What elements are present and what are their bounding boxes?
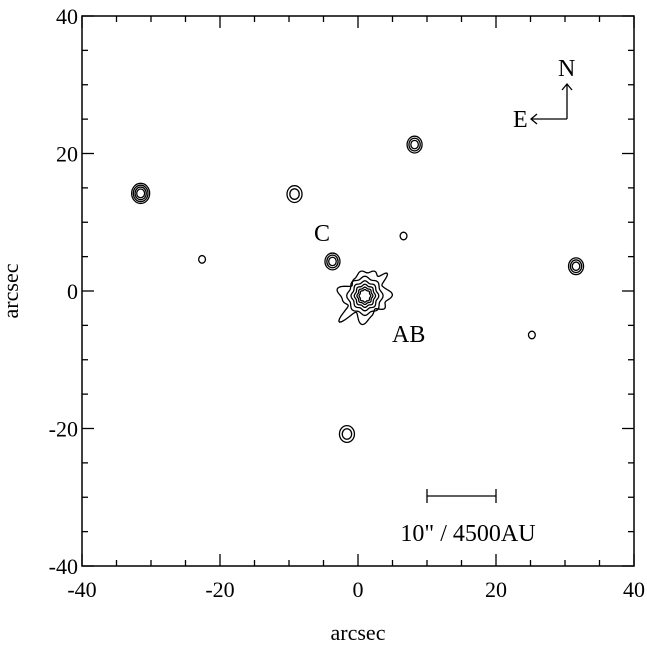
label-ab: AB [392, 322, 425, 348]
contour-level [341, 428, 353, 440]
compass-east-arrowhead [529, 113, 538, 125]
y-tick-label: 40 [56, 4, 78, 29]
compass: N E [513, 56, 575, 133]
contour-level [136, 188, 146, 199]
contour-sources [130, 135, 585, 444]
x-axis-label: arcsec [331, 620, 386, 645]
source-contour [406, 135, 423, 154]
contour-level [358, 288, 372, 303]
source-contour [130, 182, 151, 205]
contour-level [406, 135, 423, 154]
contour-level [350, 280, 380, 312]
contour-level [328, 256, 337, 267]
contour-level [324, 252, 341, 271]
contour-level [569, 259, 583, 274]
contour-level [198, 254, 207, 264]
contour-level [286, 185, 303, 204]
contour-level [410, 139, 419, 150]
source-contour [399, 231, 408, 241]
source-contour [527, 330, 536, 340]
label-c: C [314, 221, 330, 247]
contour-level [338, 424, 356, 444]
source-contour [286, 185, 303, 204]
y-axis-label: arcsec [0, 263, 23, 318]
contour-level [399, 231, 408, 241]
axis-ticks [81, 15, 635, 567]
contour-level [134, 186, 147, 201]
contour-level [326, 254, 339, 269]
source-contour [198, 254, 207, 264]
source-c [324, 252, 341, 271]
source-contour [567, 257, 585, 276]
contour-level [130, 182, 151, 205]
y-tick-label: 20 [56, 142, 78, 167]
x-tick-label: 0 [353, 577, 364, 602]
source-contour [338, 424, 356, 444]
contour-level [336, 270, 394, 326]
plot-frame [81, 15, 635, 567]
contour-level [289, 188, 300, 200]
source-ab [336, 270, 394, 326]
x-tick-label: -40 [67, 577, 96, 602]
compass-north-label: N [558, 56, 575, 82]
y-tick-label: -40 [49, 554, 78, 579]
contour-level [567, 257, 585, 276]
contour-level [527, 330, 536, 340]
tick-labels: -40 -20 0 20 40 -40 -20 0 20 40 [49, 4, 645, 602]
contour-level [353, 283, 377, 309]
y-tick-label: -20 [49, 417, 78, 442]
scale-bar: 10" / 4500AU [400, 489, 536, 547]
scale-bar-label: 10" / 4500AU [400, 521, 535, 547]
contour-level [408, 137, 421, 152]
x-tick-label: -20 [205, 577, 234, 602]
y-tick-label: 0 [67, 279, 78, 304]
x-tick-label: 40 [623, 577, 645, 602]
compass-east-label: E [513, 107, 528, 133]
contour-level [346, 275, 384, 317]
compass-north-arrowhead [561, 82, 573, 91]
contour-level [132, 184, 149, 203]
contour-level [571, 261, 581, 272]
x-tick-label: 20 [485, 577, 507, 602]
contour-level [356, 286, 374, 306]
